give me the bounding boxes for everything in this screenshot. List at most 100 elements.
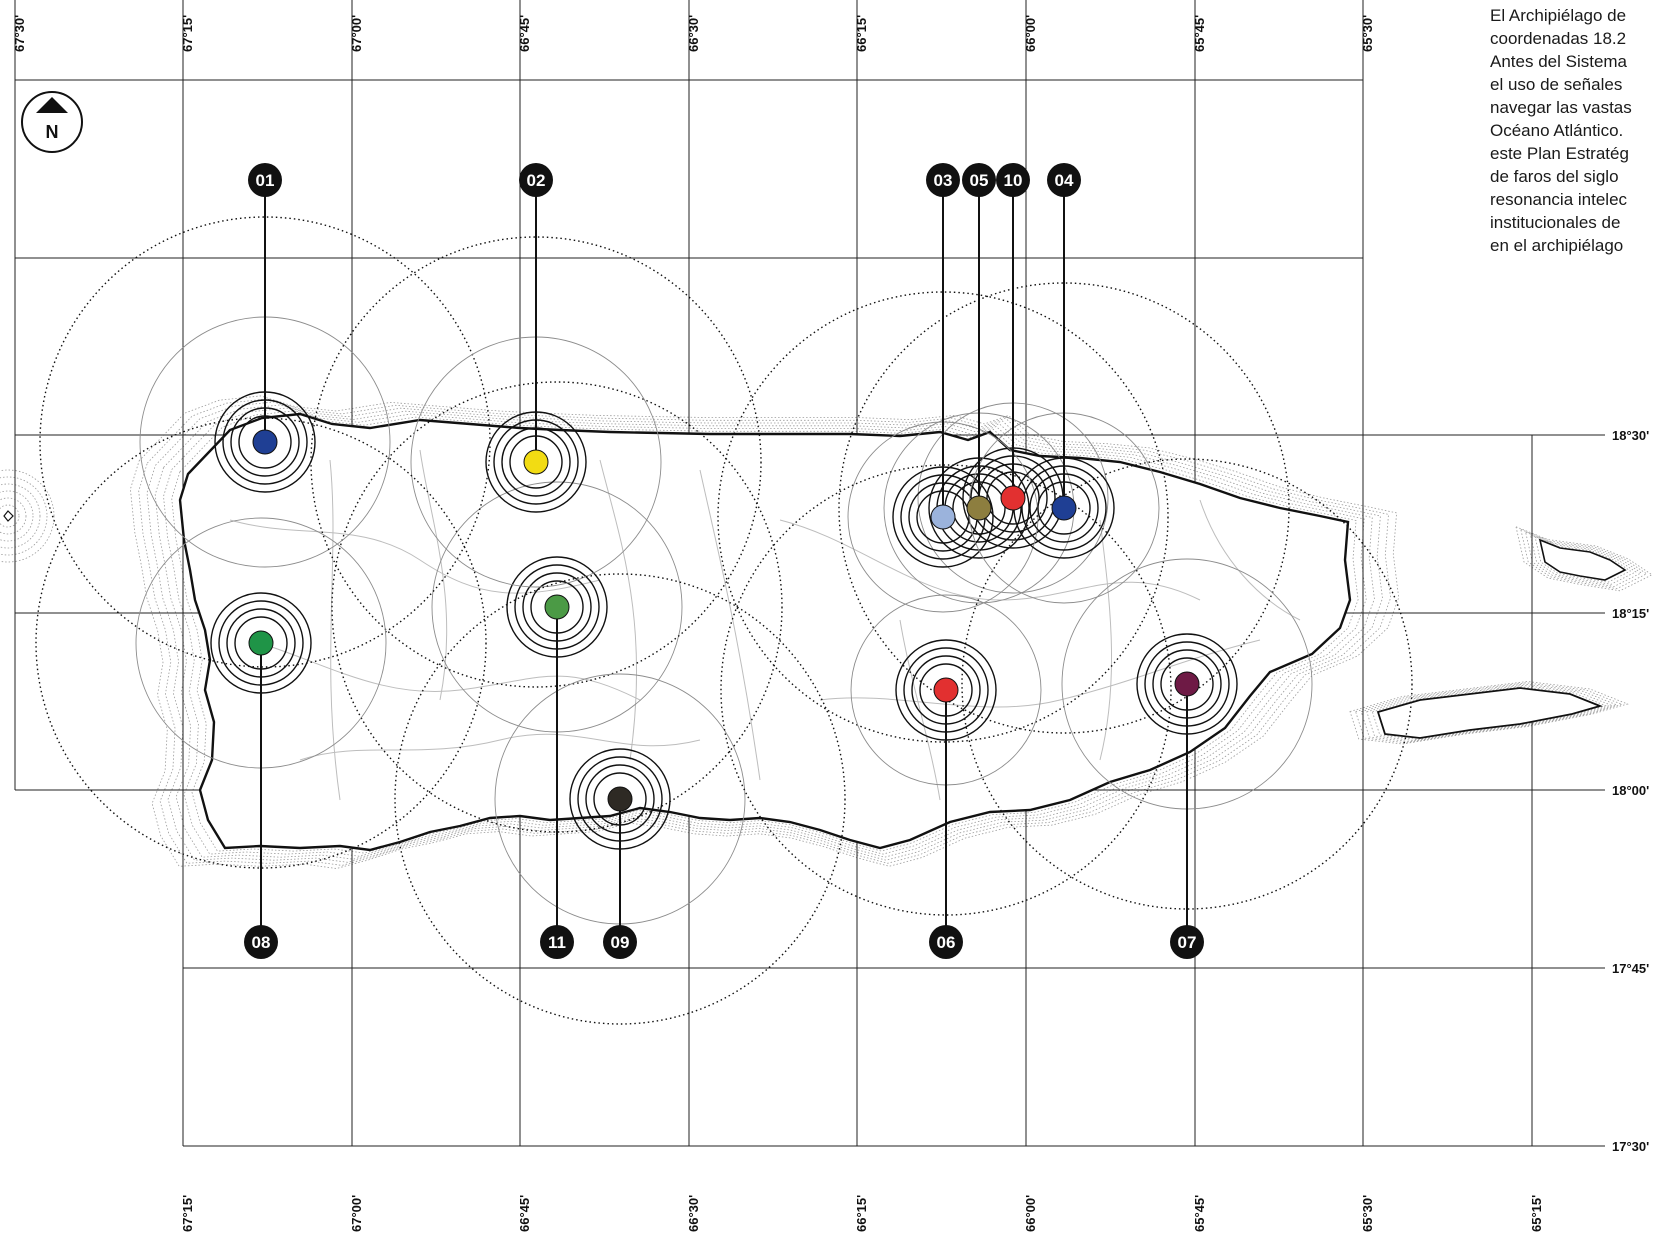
longitude-label-bottom: 66°30' bbox=[686, 1195, 701, 1232]
depth-contour bbox=[1515, 526, 1653, 592]
lighthouse-point bbox=[523, 449, 549, 475]
latitude-label: 18°30' bbox=[1612, 428, 1649, 443]
depth-contour bbox=[0, 497, 27, 535]
lighthouse-point bbox=[252, 429, 278, 455]
lighthouse-point bbox=[933, 677, 959, 703]
depth-contour bbox=[1349, 681, 1629, 745]
longitude-label-bottom: 66°00' bbox=[1023, 1195, 1038, 1232]
coordinate-labels: 67°30' 67°15' 67°15' 67°00' 67°00' 66°45' 66°4… bbox=[12, 15, 1649, 1232]
longitude-label-top: 67°30' bbox=[12, 15, 27, 52]
badge-label: 01 bbox=[256, 171, 275, 190]
badge-label: 10 bbox=[1004, 171, 1023, 190]
latitude-label: 17°30' bbox=[1612, 1139, 1649, 1154]
badge bbox=[244, 925, 278, 959]
range-circle-outer bbox=[838, 282, 1290, 734]
depth-contour bbox=[138, 398, 1392, 866]
longitude-label-bottom: 65°45' bbox=[1192, 1195, 1207, 1232]
longitude-label-bottom: 65°30' bbox=[1360, 1195, 1375, 1232]
boundary-line bbox=[699, 469, 761, 781]
badge bbox=[926, 163, 960, 197]
badge-label: 07 bbox=[1178, 933, 1197, 952]
boundary-line bbox=[819, 639, 1261, 708]
lighthouse-point bbox=[544, 594, 570, 620]
boundary-line bbox=[1199, 499, 1301, 621]
depth-contour bbox=[1360, 683, 1618, 743]
north-arrow: N bbox=[21, 91, 83, 153]
longitude-label-top: 66°30' bbox=[686, 15, 701, 52]
lighthouse-06: 06 bbox=[929, 677, 963, 959]
range-circle-outer bbox=[717, 291, 1169, 743]
badge-label: 06 bbox=[937, 933, 956, 952]
badge-label: 08 bbox=[252, 933, 271, 952]
badge bbox=[603, 925, 637, 959]
latitude-label: 18°15' bbox=[1612, 606, 1649, 621]
badge-label: 09 bbox=[611, 933, 630, 952]
range-circle-outer bbox=[35, 417, 487, 869]
longitude-label-bottom: 66°45' bbox=[517, 1195, 532, 1232]
lighthouse-08: 08 bbox=[244, 630, 278, 959]
range-circle-outer bbox=[331, 381, 783, 833]
boundary-line bbox=[899, 619, 941, 801]
badge-label: 02 bbox=[527, 171, 546, 190]
lighthouse-02: 02 bbox=[519, 163, 553, 475]
badge-label: 05 bbox=[970, 171, 989, 190]
longitude-label-top: 66°15' bbox=[854, 15, 869, 52]
badge bbox=[248, 163, 282, 197]
longitude-label-bottom: 65°15' bbox=[1529, 1195, 1544, 1232]
longitude-label-bottom: 67°15' bbox=[180, 1195, 195, 1232]
badge-label: 03 bbox=[934, 171, 953, 190]
badge bbox=[540, 925, 574, 959]
badge bbox=[519, 163, 553, 197]
lighthouse-point bbox=[966, 495, 992, 521]
lighthouse-05: 05 bbox=[962, 163, 996, 521]
range-circle-outer bbox=[394, 573, 846, 1025]
badge-label: 04 bbox=[1055, 171, 1074, 190]
lighthouse-09: 09 bbox=[603, 786, 637, 959]
longitude-label-bottom: 67°00' bbox=[349, 1195, 364, 1232]
lighthouse-07: 07 bbox=[1170, 671, 1204, 959]
boundary-line bbox=[1099, 519, 1113, 761]
badge-label: 11 bbox=[548, 933, 566, 952]
longitude-label-top: 65°30' bbox=[1360, 15, 1375, 52]
range-circle-outer bbox=[310, 236, 762, 688]
badge bbox=[996, 163, 1030, 197]
depth-contour bbox=[1520, 528, 1648, 590]
longitude-label-top: 67°15' bbox=[180, 15, 195, 52]
depth-contour bbox=[0, 476, 48, 556]
depth-contour bbox=[1529, 534, 1637, 585]
badge bbox=[1170, 925, 1204, 959]
depth-contour bbox=[1525, 531, 1642, 587]
badge bbox=[929, 925, 963, 959]
municipal-boundaries bbox=[229, 449, 1301, 801]
north-label: N bbox=[46, 122, 59, 142]
lighthouse-point bbox=[1000, 485, 1026, 511]
depth-contour bbox=[154, 404, 1375, 860]
lighthouse-10: 10 bbox=[996, 163, 1030, 511]
north-arrow-icon bbox=[36, 97, 68, 113]
lighthouse-04: 04 bbox=[1047, 163, 1081, 521]
boundary-line bbox=[229, 519, 601, 594]
depth-contour bbox=[163, 407, 1367, 857]
latitude-label: 17°45' bbox=[1612, 961, 1649, 976]
range-circle-outer bbox=[961, 458, 1413, 910]
badge bbox=[1047, 163, 1081, 197]
culebra-outline bbox=[1538, 538, 1627, 581]
depth-contour bbox=[0, 483, 41, 549]
longitude-label-top: 65°45' bbox=[1192, 15, 1207, 52]
lighthouse-point bbox=[930, 504, 956, 530]
longitude-label-top: 67°00' bbox=[349, 15, 364, 52]
range-circle-outer bbox=[720, 464, 1172, 916]
lighthouse-01: 01 bbox=[248, 163, 282, 455]
lighthouse-point bbox=[248, 630, 274, 656]
badge bbox=[962, 163, 996, 197]
boundary-line bbox=[779, 519, 1201, 601]
depth-contour bbox=[0, 469, 55, 563]
boundary-line bbox=[599, 459, 638, 761]
main-island-outline bbox=[178, 412, 1352, 852]
depth-contour bbox=[0, 504, 20, 528]
lighthouse-03: 03 bbox=[926, 163, 960, 530]
lighthouse-point bbox=[1051, 495, 1077, 521]
vieques-outline bbox=[1376, 687, 1603, 739]
lighthouse-point bbox=[1174, 671, 1200, 697]
